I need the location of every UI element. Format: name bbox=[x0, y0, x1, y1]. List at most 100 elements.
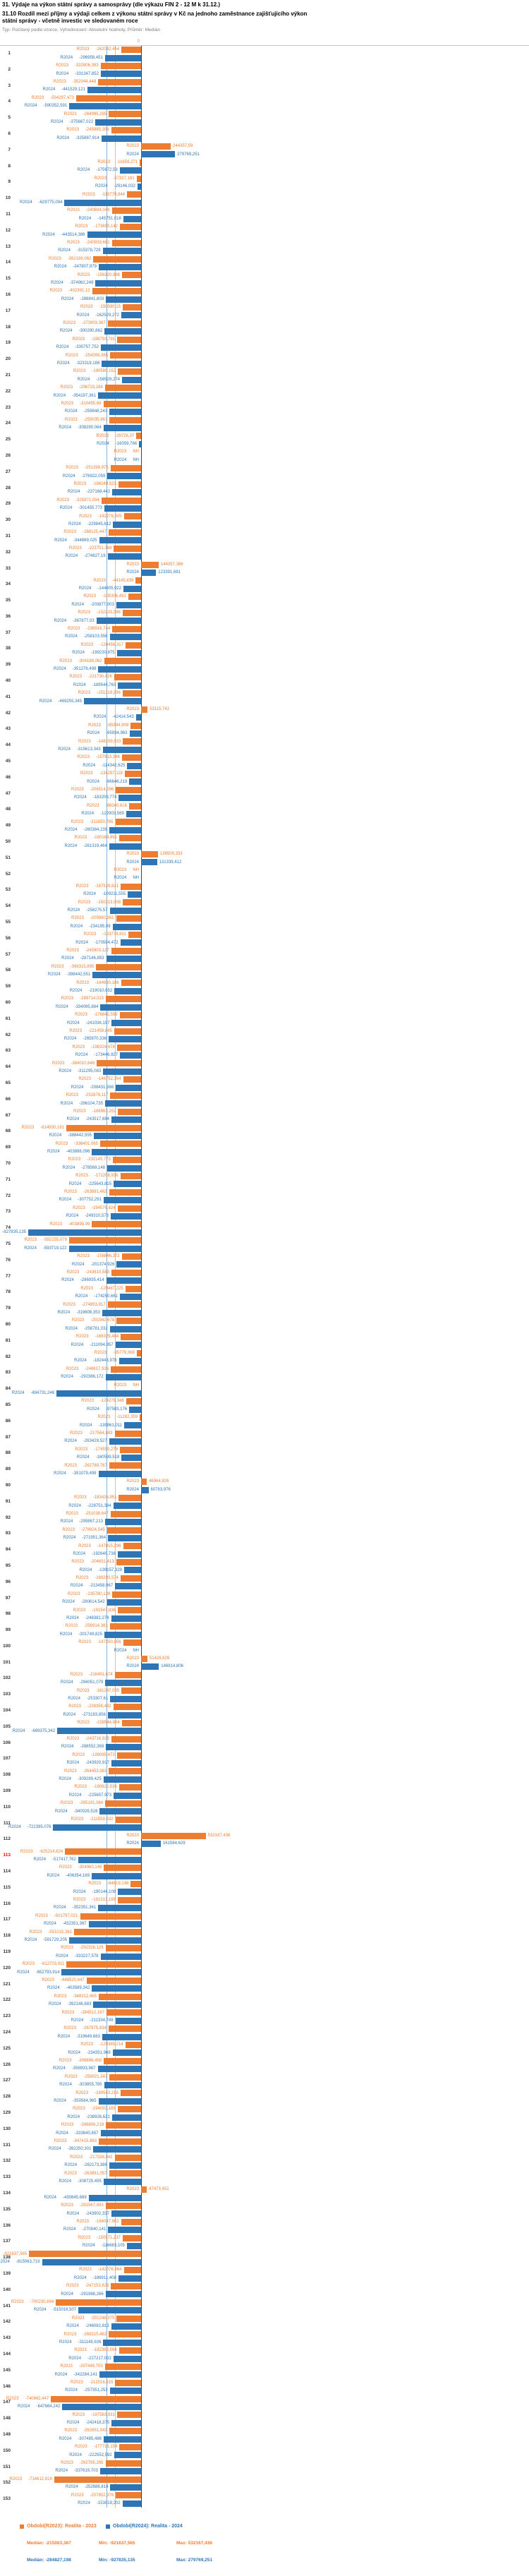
bar-r2023 bbox=[65, 1848, 141, 1855]
bar-label: R2024 -334095,884 bbox=[56, 1004, 99, 1009]
chart-row: 151 R2023 -292785,265 R2024 -337619,703 bbox=[0, 2460, 529, 2476]
bar-r2023 bbox=[104, 658, 141, 665]
bar-line-r2023: R2023 -146752,394 bbox=[0, 1076, 529, 1083]
row-number: 148 bbox=[3, 2416, 11, 2421]
chart-row: 58 R2023 -369315,895 R2024 -398442,551 bbox=[0, 963, 529, 979]
bar-r2023 bbox=[92, 288, 141, 295]
bar-r2024 bbox=[109, 634, 141, 641]
bar-line-r2024: R2024 -186911,408 bbox=[0, 2274, 529, 2282]
bar-r2023 bbox=[104, 384, 141, 391]
bar-label: R2023 -256914,381 bbox=[65, 1624, 108, 1629]
bar-line-r2023: R2023 -267875,834 bbox=[0, 2025, 529, 2033]
bar-r2024 bbox=[69, 1937, 141, 1944]
bar-line-r2024: R2024 -246382,274 bbox=[0, 1615, 529, 1623]
bar-line-r2024: R2024 -443514,386 bbox=[0, 231, 529, 239]
max-2023: Max: 532167,436 bbox=[176, 2541, 212, 2546]
row-number: 87 bbox=[5, 1434, 11, 1440]
bar-r2024 bbox=[123, 1422, 141, 1429]
bar-line-r2023: R2023 -211559,632 bbox=[0, 1816, 529, 1824]
bar-label: R2024 -647664,242 bbox=[17, 2405, 61, 2409]
bar-line-r2024: R2024 -517417,762 bbox=[0, 1856, 529, 1864]
bar-line-r2024: R2024 -392250,301 bbox=[0, 2145, 529, 2153]
bar-label: R2023 -336401,065 bbox=[55, 1141, 98, 1146]
chart-row: 59 R2023 -164930,188 R2024 -219010,652 bbox=[0, 979, 529, 995]
bar-r2024 bbox=[104, 2081, 141, 2088]
bar-r2023 bbox=[105, 1800, 141, 1807]
bar-line-r2023: R2023 -128456,317 bbox=[0, 641, 529, 649]
bar-line-r2023: R2023 -247153,828 bbox=[0, 2282, 529, 2290]
bar-label: R2024 -296958,451 bbox=[60, 55, 103, 60]
bar-r2023 bbox=[103, 400, 141, 407]
chart-row: 121 R2023 -448520,447 R2024 -403589,342 bbox=[0, 1977, 529, 1993]
bar-label: R2023 NH bbox=[114, 868, 139, 873]
chart-row: 125 R2023 -129385,214 R2024 -234351,969 bbox=[0, 2041, 529, 2057]
bar-line-r2023: R2023 -256914,381 bbox=[0, 1623, 529, 1630]
bar-r2024 bbox=[109, 843, 141, 850]
bar-line-r2024: R2024 -208431,568 bbox=[0, 1083, 529, 1091]
bar-label: R2024 -259648,243 bbox=[64, 409, 108, 414]
bar-r2023 bbox=[96, 963, 141, 970]
bar-label: R2024 -225657,973 bbox=[68, 1793, 112, 1798]
bar-label: R2024 -183209,774 bbox=[74, 795, 117, 800]
bar-label: R2023 -262769,767 bbox=[64, 1463, 107, 1468]
bar-line-r2024: R2024 -96648,219 bbox=[0, 778, 529, 786]
bar-line-r2023: R2023 -156320,988 bbox=[0, 271, 529, 279]
bar-line-r2024: R2024 -315613,343 bbox=[0, 746, 529, 754]
bar-label: R2024 -175672,53 bbox=[77, 168, 118, 173]
bar-label: R2023 -251399,975 bbox=[66, 466, 109, 471]
bar-label: R2024 -241038,197 bbox=[67, 1021, 110, 1025]
bar-r2024 bbox=[107, 1711, 141, 1719]
bar-r2024 bbox=[105, 1519, 141, 1526]
bar-label: R2023 -292785,265 bbox=[61, 2460, 104, 2465]
bar-line-r2024: R2024 161584,629 bbox=[0, 1840, 529, 1848]
chart-row: 94 R2023 -147815,296 R2024 -192640,738 bbox=[0, 1542, 529, 1558]
row-number: 99 bbox=[5, 1627, 11, 1633]
bar-r2023 bbox=[107, 320, 141, 327]
bar-label: R2023 -196793,791 bbox=[72, 337, 116, 342]
bar-label: R2024 -243920,917 bbox=[66, 1761, 109, 1766]
bar-r2024 bbox=[109, 2388, 141, 2395]
bar-r2023 bbox=[114, 545, 141, 552]
bar-label: R2023 -148199,933 bbox=[78, 739, 121, 744]
bar-label: R2023 -204651,413 bbox=[71, 1560, 114, 1565]
bar-r2024 bbox=[116, 650, 141, 657]
bar-label: R2024 -261319,464 bbox=[64, 843, 107, 848]
bar-label: R2024 -307485,486 bbox=[59, 2436, 102, 2441]
bar-r2023 bbox=[121, 1253, 141, 1260]
bar-label: R2023 -199085,473 bbox=[72, 1752, 115, 1757]
chart-row: 41 R2023 -151219,396 R2024 -469255,345 bbox=[0, 690, 529, 706]
row-number: 63 bbox=[5, 1048, 11, 1054]
bar-line-r2023: R2023 -151219,396 bbox=[0, 690, 529, 697]
bar-line-r2023: R2023 -148199,933 bbox=[0, 738, 529, 745]
bar-line-r2023: R2023 -221459,845 bbox=[0, 1028, 529, 1035]
bar-line-r2024: R2024 -260384,239 bbox=[0, 826, 529, 834]
bar-line-r2023: R2023 -205890,361 bbox=[0, 915, 529, 922]
bar-line-r2023: R2023 -147250,556 bbox=[0, 1639, 529, 1647]
bar-r2023 bbox=[123, 2234, 141, 2241]
bar-line-r2023: R2023 -348312,465 bbox=[0, 1992, 529, 2000]
bar-line-r2024: R2024 -153019,202 bbox=[0, 2500, 529, 2508]
bar-r2023 bbox=[124, 771, 141, 778]
series-label: R2023 bbox=[126, 2187, 139, 2192]
chart-legend: Období(R2023): Realita - 2023 Období(R20… bbox=[20, 2524, 513, 2566]
bar-r2024 bbox=[28, 1229, 141, 1236]
bar-label: R2024 -629775,094 bbox=[20, 200, 63, 205]
bar-line-r2024: R2024 -590352,591 bbox=[0, 102, 529, 110]
bar-r2024 bbox=[103, 1197, 141, 1204]
bar-line-r2024: R2024 -629775,094 bbox=[0, 199, 529, 207]
row-number: 132 bbox=[3, 2158, 11, 2164]
bar-line-r2023: R2023 -240694,049 bbox=[0, 207, 529, 215]
bar-r2024 bbox=[116, 1084, 141, 1091]
chart-row: 133 R2023 -263891,057 R2024 -308725,495 bbox=[0, 2169, 529, 2186]
bar-line-r2024: R2024 -301749,825 bbox=[0, 1630, 529, 1638]
bar-r2023 bbox=[123, 2267, 141, 2274]
page-title: 31. Výdaje na výkon státní správy a samo… bbox=[2, 1, 221, 8]
value-label: 532167,436 bbox=[207, 1833, 231, 1838]
bar-r2023 bbox=[110, 352, 141, 359]
chart-row: 103 R2023 -161247,035 R2024 -253307,61 bbox=[0, 1687, 529, 1703]
bar-label: R2024 -274827,19 bbox=[65, 554, 106, 559]
bar-line-r2023: R2023 -232145,773 bbox=[0, 1156, 529, 1164]
row-number: 71 bbox=[5, 1176, 11, 1182]
bar-r2024 bbox=[106, 1277, 141, 1284]
bar-line-r2023: R2023 -180822,536 bbox=[0, 1783, 529, 1791]
